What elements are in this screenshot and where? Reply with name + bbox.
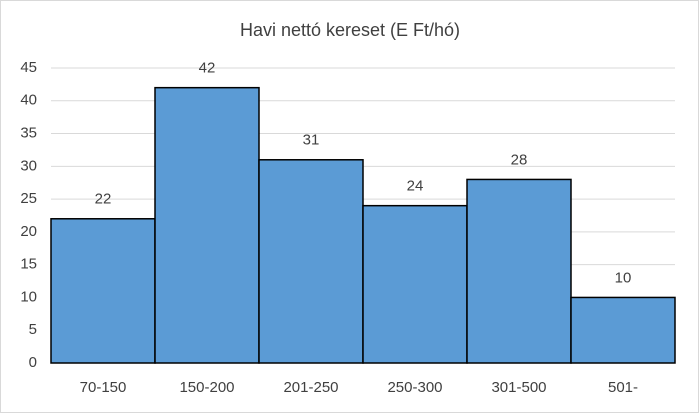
data-label: 31 [303, 132, 320, 149]
y-tick-label: 35 [20, 125, 37, 142]
x-tick-label: 201-250 [283, 379, 338, 396]
y-tick-label: 15 [20, 256, 37, 273]
bar [362, 204, 468, 364]
bar [258, 159, 364, 364]
y-tick-label: 45 [20, 59, 37, 76]
x-tick-label: 150-200 [179, 379, 234, 396]
bar [50, 218, 156, 364]
x-tick-label: 501- [608, 379, 638, 396]
data-label: 42 [199, 60, 216, 77]
bar [570, 296, 676, 364]
y-tick-label: 10 [20, 288, 37, 305]
y-tick-label: 30 [20, 157, 37, 174]
y-tick-label: 25 [20, 190, 37, 207]
data-label: 22 [95, 191, 112, 208]
y-tick-label: 0 [29, 354, 37, 371]
chart-title: Havi nettó kereset (E Ft/hó) [240, 20, 460, 40]
bar [154, 86, 260, 364]
bar [466, 178, 572, 364]
y-tick-label: 20 [20, 223, 37, 240]
x-tick-label: 70-150 [80, 379, 127, 396]
data-label: 28 [511, 151, 528, 168]
data-label: 24 [407, 178, 424, 195]
y-tick-label: 5 [29, 321, 37, 338]
data-label: 10 [615, 269, 632, 286]
x-tick-label: 301-500 [491, 379, 546, 396]
y-tick-label: 40 [20, 92, 37, 109]
x-tick-label: 250-300 [387, 379, 442, 396]
